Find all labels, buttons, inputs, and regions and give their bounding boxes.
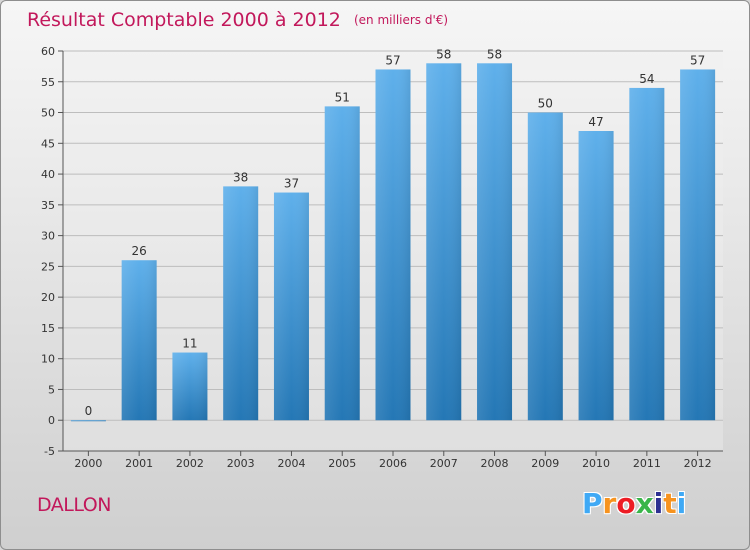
chart-title: Résultat Comptable 2000 à 2012 [27, 9, 341, 31]
data-label-2008: 58 [487, 47, 502, 61]
y-tick-label: 20 [41, 291, 55, 304]
proxiti-logo[interactable]: Proxiti [582, 487, 686, 520]
bar-shine-2009 [527, 112, 563, 421]
y-tick-label: 45 [41, 137, 55, 150]
logo-letter-i: i [653, 487, 664, 520]
y-tick-label: 35 [41, 199, 55, 212]
x-tick-label-2010: 2010 [582, 457, 610, 470]
y-tick-label: 0 [48, 414, 55, 427]
data-label-2002: 11 [182, 337, 197, 351]
bar-shine-2001 [121, 260, 157, 421]
chart-subtitle: (en milliers d'€) [353, 13, 449, 27]
axes [58, 50, 723, 456]
bar-shine-2003 [223, 186, 259, 421]
logo-letter-o: o [616, 487, 636, 520]
logo-letter-i2: i [676, 487, 687, 520]
commune-name: DALLON [37, 494, 111, 516]
x-tick-label-2009: 2009 [531, 457, 559, 470]
logo-letter-t: t [663, 487, 677, 520]
y-tick-label: 50 [41, 107, 55, 120]
y-tick-label: 40 [41, 168, 55, 181]
y-tick-label: -5 [44, 445, 55, 458]
data-label-2004: 37 [284, 177, 299, 191]
x-tick-label-2000: 2000 [74, 457, 102, 470]
x-tick-label-2004: 2004 [277, 457, 305, 470]
bar-shine-2004 [273, 192, 309, 421]
y-tick-label: 55 [41, 76, 55, 89]
bar-shine-2007 [426, 63, 462, 421]
bar-shine-2008 [477, 63, 513, 421]
logo-letter-p: P [582, 487, 603, 520]
bars [70, 63, 716, 422]
x-tick-label-2003: 2003 [227, 457, 255, 470]
data-label-2000: 0 [85, 404, 93, 418]
x-tick-label-2001: 2001 [125, 457, 153, 470]
data-label-2007: 58 [436, 47, 451, 61]
bar-shine-2006 [375, 69, 411, 421]
data-label-2010: 47 [588, 115, 603, 129]
bar-shine-2011 [629, 87, 665, 421]
bar-shine-2002 [172, 352, 208, 421]
chart-title-block: Résultat Comptable 2000 à 2012 (en milli… [27, 9, 448, 31]
data-label-2011: 54 [639, 72, 654, 86]
y-tick-label: 15 [41, 322, 55, 335]
logo-letter-r: r [602, 487, 617, 520]
x-tick-label-2002: 2002 [176, 457, 204, 470]
data-label-2003: 38 [233, 170, 248, 184]
logo-letter-x: x [635, 487, 654, 520]
x-tick-label-2011: 2011 [633, 457, 661, 470]
x-tick-label-2007: 2007 [430, 457, 458, 470]
labels: -5 0 5 10 15 20 25 30 35 40 45 50 55 60 2000 0 2001 26 200… [41, 45, 712, 470]
bar-shine-2000 [70, 420, 106, 422]
x-tick-label-2008: 2008 [481, 457, 509, 470]
bar-shine-2005 [324, 106, 360, 421]
y-tick-label: 30 [41, 230, 55, 243]
data-label-2005: 51 [335, 90, 350, 104]
y-tick-label: 10 [41, 353, 55, 366]
bar-shine-2010 [578, 131, 614, 421]
y-tick-label: 60 [41, 45, 55, 58]
x-tick-label-2006: 2006 [379, 457, 407, 470]
y-tick-label: 5 [48, 383, 55, 396]
data-label-2006: 57 [385, 53, 400, 67]
data-label-2012: 57 [690, 53, 705, 67]
x-tick-label-2012: 2012 [684, 457, 712, 470]
bar-shine-2012 [680, 69, 716, 421]
x-tick-label-2005: 2005 [328, 457, 356, 470]
y-tick-label: 25 [41, 260, 55, 273]
data-label-2001: 26 [132, 244, 147, 258]
data-label-2009: 50 [538, 97, 553, 111]
